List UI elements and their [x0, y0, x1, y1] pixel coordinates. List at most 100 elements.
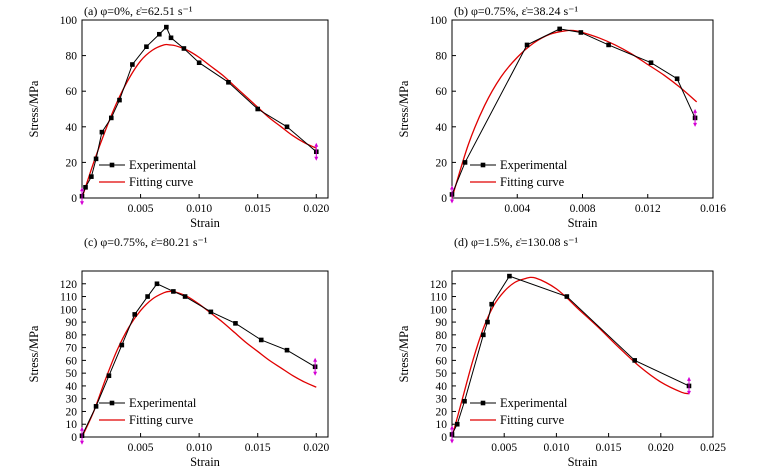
- chart-panel-1: (a) φ=0%, ε̇=62.51 s⁻¹ 0 20 40 60 80 100 0.005 0…: [27, 4, 329, 230]
- endpoint-arrow-head: [693, 108, 698, 113]
- x-tick-label: 0.012: [635, 203, 661, 215]
- x-axis-label: Strain: [190, 216, 221, 230]
- experimental-point: [557, 26, 562, 32]
- legend-experimental-marker: [109, 162, 115, 168]
- y-tick-label: 10: [66, 419, 78, 431]
- experimental-point: [233, 321, 238, 326]
- chart-title: (c) φ=0.75%, ε̇=80.21 s⁻¹: [84, 235, 208, 249]
- y-tick-label: 100: [430, 304, 448, 316]
- endpoint-arrow-head: [450, 185, 454, 190]
- y-axis-label: Stress/MPa: [27, 325, 41, 382]
- experimental-point: [93, 404, 99, 409]
- experimental-point: [485, 319, 490, 325]
- fitting-curve-line: [81, 290, 317, 438]
- y-tick-label: 120: [60, 279, 78, 291]
- y-tick-label: 80: [436, 51, 448, 63]
- y-tick-label: 20: [66, 157, 78, 169]
- y-tick-label: 100: [430, 15, 448, 27]
- y-tick-label: 30: [66, 394, 78, 406]
- experimental-point: [196, 60, 202, 66]
- legend-fitting-label: Fitting curve: [129, 175, 194, 189]
- legend: Experimental Fitting curve: [470, 396, 568, 427]
- endpoint-arrow-head: [450, 439, 454, 444]
- experimental-point: [117, 97, 122, 103]
- legend-fitting-label: Fitting curve: [129, 413, 194, 427]
- experimental-point: [208, 309, 214, 315]
- endpoint-arrow-head: [450, 199, 454, 204]
- endpoint-arrow-head: [313, 357, 318, 362]
- x-tick-label: 0.005: [128, 442, 154, 454]
- x-tick-label: 0.005: [491, 442, 517, 454]
- y-tick-label: 60: [436, 355, 448, 367]
- experimental-point: [182, 294, 188, 299]
- experimental-point: [462, 160, 468, 165]
- y-tick-label: 90: [436, 317, 448, 329]
- y-axis-label: Stress/MPa: [27, 80, 41, 137]
- x-tick-label: 0.004: [504, 203, 530, 215]
- fitting-curve-line: [81, 43, 317, 199]
- fitting-curve-line: [451, 276, 690, 438]
- experimental-point: [119, 342, 125, 348]
- y-tick-label: 0: [441, 193, 447, 205]
- endpoint-arrow-head: [314, 156, 319, 161]
- experimental-point: [144, 44, 149, 49]
- experimental-point: [255, 106, 261, 112]
- experimental-point: [507, 273, 512, 279]
- y-tick-label: 70: [436, 343, 448, 355]
- x-axis-label: Strain: [568, 455, 599, 467]
- endpoint-arrow-head: [686, 376, 691, 381]
- x-axis-label: Strain: [568, 216, 599, 230]
- experimental-point: [130, 62, 135, 67]
- legend-fitting-label: Fitting curve: [500, 175, 565, 189]
- endpoint-arrow-head: [450, 425, 454, 430]
- y-tick-label: 20: [436, 157, 448, 169]
- experimental-point: [171, 289, 176, 294]
- experimental-point: [578, 30, 584, 35]
- fitting-curve-line: [451, 29, 698, 199]
- experimental-point: [462, 398, 467, 404]
- legend: Experimental Fitting curve: [470, 158, 568, 189]
- experimental-point: [632, 358, 637, 363]
- endpoint-arrow-head: [313, 371, 318, 376]
- y-tick-label: 100: [60, 15, 78, 27]
- endpoint-arrow-head: [80, 440, 84, 445]
- endpoint-arrow-head: [314, 142, 319, 147]
- y-tick-label: 40: [66, 122, 78, 134]
- experimental-point: [164, 24, 169, 30]
- experimental-point: [99, 129, 105, 135]
- experimental-point: [106, 373, 112, 379]
- chart-title: (d) φ=1.5%, ε̇=130.08 s⁻¹: [454, 235, 578, 249]
- x-tick-label: 0.010: [543, 442, 569, 454]
- y-tick-label: 0: [71, 193, 77, 205]
- legend-experimental-label: Experimental: [500, 396, 568, 410]
- experimental-point: [564, 294, 570, 299]
- experimental-point: [606, 42, 611, 48]
- experimental-line: [451, 275, 690, 435]
- legend: Experimental Fitting curve: [99, 396, 197, 427]
- plot-frame: [81, 19, 329, 199]
- x-tick-label: 0.005: [128, 203, 154, 215]
- y-tick-label: 80: [66, 330, 78, 342]
- experimental-point: [454, 421, 460, 427]
- y-tick-label: 110: [60, 292, 77, 304]
- chart-panel-3: (c) φ=0.75%, ε̇=80.21 s⁻¹ 010203040506070…: [27, 235, 329, 467]
- y-tick-label: 20: [436, 406, 448, 418]
- experimental-line: [81, 283, 316, 436]
- plot-frame: [451, 19, 714, 199]
- experimental-point: [674, 76, 680, 82]
- y-tick-label: 60: [66, 86, 78, 98]
- legend-experimental-label: Experimental: [129, 158, 197, 172]
- experimental-point: [83, 185, 88, 190]
- chart-title: (b) φ=0.75%, ε̇=38.24 s⁻¹: [454, 4, 578, 18]
- endpoint-arrow-head: [693, 122, 698, 127]
- x-tick-label: 0.025: [700, 442, 726, 454]
- y-tick-label: 80: [436, 330, 448, 342]
- chart-panel-2: (b) φ=0.75%, ε̇=38.24 s⁻¹ 0 20 40 60 80 100 0.0…: [397, 4, 726, 230]
- legend-experimental-marker: [480, 162, 486, 168]
- experimental-point: [258, 337, 264, 343]
- experimental-point: [226, 80, 231, 85]
- y-tick-label: 100: [60, 304, 78, 316]
- x-axis-label: Strain: [190, 455, 221, 467]
- experimental-point: [284, 347, 290, 353]
